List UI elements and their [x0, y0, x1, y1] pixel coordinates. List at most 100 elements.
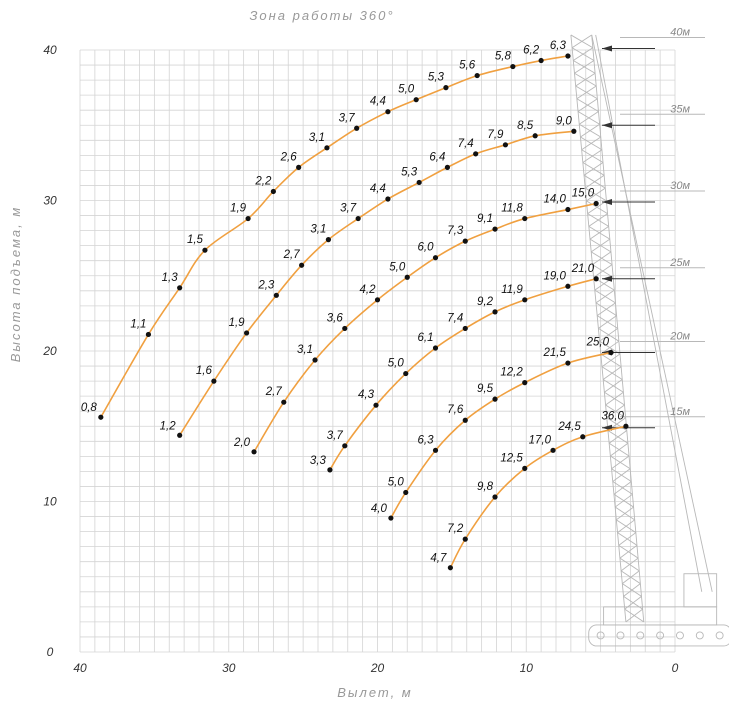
boom-lacing [624, 608, 645, 623]
data-point [571, 128, 577, 134]
point-label: 6,0 [418, 242, 435, 254]
grid [79, 49, 676, 653]
data-point [374, 297, 381, 303]
data-point [565, 360, 571, 366]
boom-lacing [582, 162, 605, 176]
data-point [98, 414, 104, 420]
load-curve [329, 277, 597, 471]
point-label: 25,0 [586, 337, 610, 349]
point-label: 1,9 [230, 203, 247, 215]
point-label: 3,1 [297, 344, 313, 356]
point-label: 24,5 [557, 421, 581, 433]
boom-lacing [611, 468, 632, 482]
boom-lacing [588, 225, 611, 240]
boom-lacing [580, 136, 603, 151]
point-label: 6,2 [523, 45, 540, 57]
data-point [385, 196, 391, 202]
arrow-icon [602, 122, 612, 129]
data-point [312, 357, 318, 363]
point-label: 9,0 [556, 115, 573, 127]
x-axis-title: Вылет, м [337, 685, 412, 700]
boom-lacing [608, 442, 630, 457]
boom-lacing [573, 60, 596, 74]
boom-lacing [610, 455, 631, 470]
boom-length-label: 25м [669, 257, 690, 269]
data-point [565, 53, 571, 59]
point-label: 3,3 [310, 455, 327, 467]
y-tick-label: 0 [47, 645, 54, 659]
point-label: 8,5 [517, 120, 534, 132]
point-label: 3,7 [340, 203, 357, 215]
data-point [510, 63, 516, 70]
point-label: 4,2 [360, 284, 377, 296]
boom-lacing [595, 302, 617, 317]
point-label: 4,7 [430, 553, 447, 565]
data-point [211, 378, 217, 384]
boom-length-label: 40м [670, 26, 690, 38]
point-label: 12,2 [500, 367, 523, 379]
boom-lacing [576, 98, 599, 112]
x-tick-label: 30 [222, 661, 236, 675]
point-label: 21,5 [543, 347, 567, 359]
data-point [403, 489, 409, 496]
point-label: 2,2 [254, 175, 272, 187]
data-point [502, 142, 509, 148]
boom-lacing [617, 532, 638, 546]
point-label: 1,2 [160, 420, 177, 432]
x-tick-label: 0 [672, 661, 679, 675]
y-axis-title: Высота подъема, м [8, 206, 23, 363]
y-tick-label: 30 [43, 194, 57, 208]
track-roller [676, 631, 684, 640]
boom-lacing [604, 391, 625, 406]
boom-lacing [583, 174, 606, 189]
boom-lacing [571, 47, 595, 61]
data-point [550, 447, 556, 453]
point-label: 12,5 [500, 452, 523, 464]
load-curve [253, 202, 597, 453]
load-curve [390, 351, 612, 519]
x-tick-label: 20 [370, 661, 385, 675]
boom-lacing [602, 379, 624, 393]
point-label: 36,0 [602, 410, 625, 422]
data-point [462, 417, 468, 423]
data-point [443, 85, 449, 91]
x-tick-label: 10 [520, 661, 534, 675]
boom-lacing [606, 417, 628, 431]
point-label: 6,1 [418, 332, 434, 344]
point-label: 1,1 [130, 318, 146, 330]
point-label: 5,3 [428, 72, 445, 84]
point-label: 3,6 [327, 312, 344, 324]
boom-lacing [619, 557, 640, 572]
arrow-icon [602, 199, 612, 206]
point-label: 3,1 [310, 224, 326, 236]
data-point [593, 200, 599, 207]
point-label: 7,6 [447, 404, 464, 416]
boom-lacing [600, 353, 622, 368]
point-label: 14,0 [544, 194, 567, 206]
arrow-icon [602, 45, 612, 52]
point-label: 7,3 [447, 225, 464, 237]
load-curves: 0,8 1,1 1,3 1,5 1,9 2,2 2,6 3,1 3,7 4,4 5,0 5,3 5,6 5… [81, 40, 629, 571]
point-label: 5,0 [389, 261, 406, 273]
data-point [432, 345, 439, 351]
axis-ticks: 40 30 20 10 0 0 10 20 30 40 [42, 43, 678, 675]
data-point [522, 380, 528, 386]
track-roller [695, 631, 704, 640]
boom-lacing [587, 213, 609, 227]
data-point [281, 399, 287, 405]
point-label: 3,7 [339, 112, 356, 124]
data-point [492, 309, 498, 315]
data-point [244, 330, 250, 336]
data-point [177, 285, 183, 291]
boom-lacing [601, 366, 623, 380]
data-point [342, 443, 348, 449]
point-label: 9,8 [477, 481, 494, 493]
boom-lacing [570, 34, 594, 49]
data-point [251, 449, 257, 455]
point-label: 3,1 [309, 132, 325, 144]
boom-lacing [585, 187, 607, 202]
chart-title: Зона работы 360° [249, 8, 394, 23]
data-point [324, 145, 330, 151]
data-point [296, 164, 302, 170]
